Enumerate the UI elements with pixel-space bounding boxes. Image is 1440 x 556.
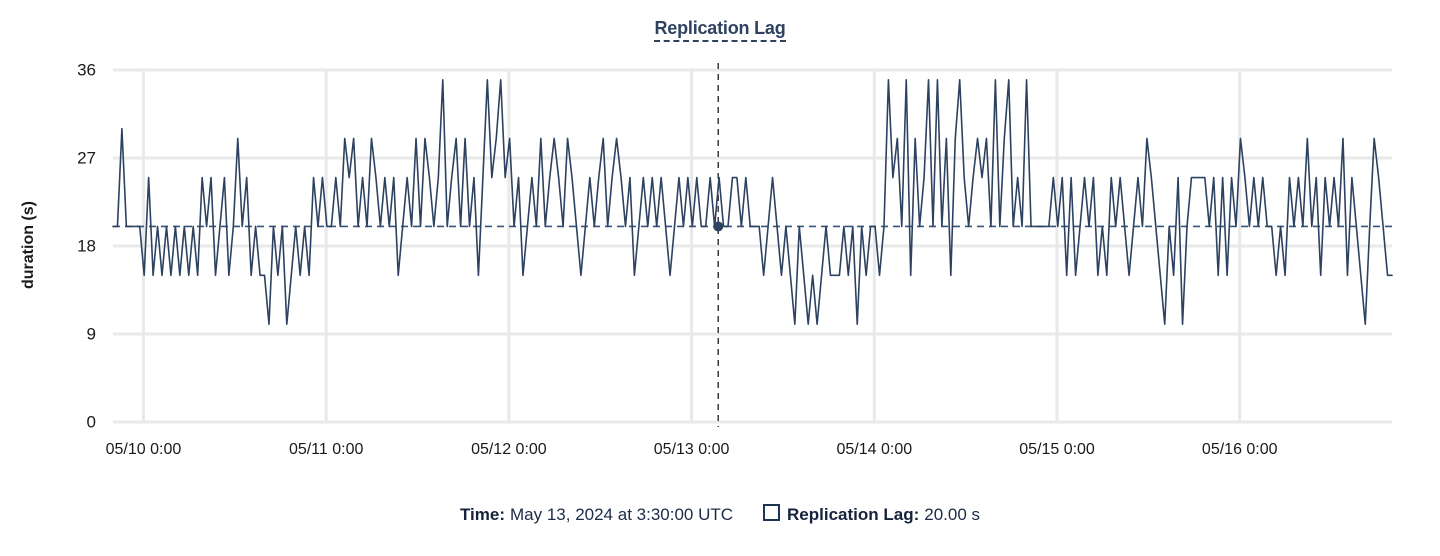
svg-text:05/11 0:00: 05/11 0:00 xyxy=(289,441,364,458)
svg-text:05/13 0:00: 05/13 0:00 xyxy=(654,441,730,458)
chart-title: Replication Lag xyxy=(0,18,1440,42)
svg-text:18: 18 xyxy=(77,236,96,255)
chart-footer: Time: May 13, 2024 at 3:30:00 UTC Replicat… xyxy=(0,504,1440,525)
y-tick-labels-group: 0 9 18 27 36 xyxy=(77,60,96,431)
svg-text:05/15 0:00: 05/15 0:00 xyxy=(1019,441,1095,458)
svg-text:05/16 0:00: 05/16 0:00 xyxy=(1202,441,1278,458)
footer-time-label: Time: xyxy=(459,505,505,524)
footer-time-value: May 13, 2024 at 3:30:00 UTC xyxy=(510,505,734,524)
svg-text:27: 27 xyxy=(77,148,96,167)
svg-text:36: 36 xyxy=(77,60,96,79)
svg-text:05/10 0:00: 05/10 0:00 xyxy=(106,441,182,458)
gridlines-group xyxy=(113,68,1392,424)
svg-text:0: 0 xyxy=(87,412,96,431)
footer-series-value: 20.00 s xyxy=(924,505,981,524)
svg-text:05/14 0:00: 05/14 0:00 xyxy=(836,441,912,458)
chart-title-text: Replication Lag xyxy=(654,18,786,42)
crosshair-marker-group xyxy=(713,221,724,232)
footer-series-label: Replication Lag: xyxy=(787,505,920,524)
x-tick-labels-group: 05/10 0:00 05/11 0:00 05/12 0:00 05/13 0:00… xyxy=(106,441,1278,458)
svg-text:05/12 0:00: 05/12 0:00 xyxy=(471,441,547,458)
svg-text:9: 9 xyxy=(87,324,96,343)
legend-swatch-icon xyxy=(763,504,781,521)
data-series-group xyxy=(112,78,1393,326)
